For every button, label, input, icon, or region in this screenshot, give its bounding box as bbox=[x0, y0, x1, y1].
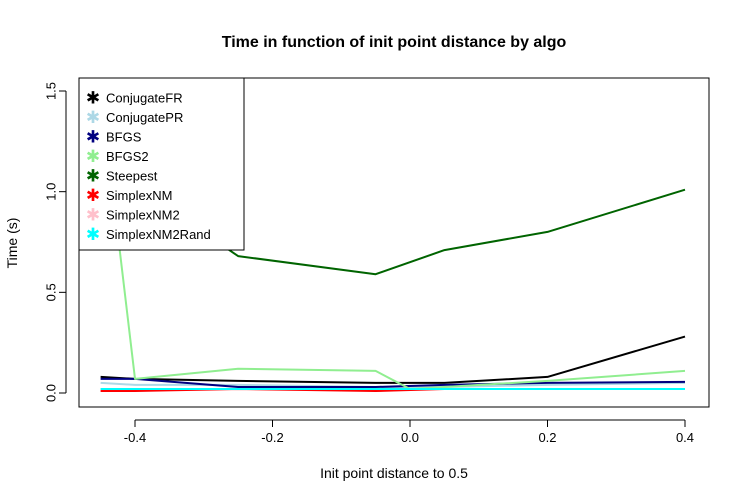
chart-title: Time in function of init point distance … bbox=[222, 34, 567, 51]
x-axis-label: Init point distance to 0.5 bbox=[320, 465, 468, 481]
legend-marker: ✱ bbox=[86, 186, 100, 205]
legend-item: ✱ SimplexNM2Rand bbox=[86, 225, 211, 244]
legend-marker: ✱ bbox=[86, 89, 100, 108]
legend-label: SimplexNM2 bbox=[106, 208, 180, 223]
legend-item: ✱ ConjugatePR bbox=[86, 108, 183, 127]
series-line-bfgs2 bbox=[99, 88, 686, 390]
legend-marker: ✱ bbox=[86, 128, 100, 147]
legend-box bbox=[78, 77, 245, 251]
legend-label: BFGS2 bbox=[106, 149, 149, 164]
legend-marker: ✱ bbox=[86, 206, 100, 225]
legend-item: ✱ SimplexNM2 bbox=[86, 206, 180, 225]
y-tick-label: 0.5 bbox=[43, 283, 58, 301]
x-tick-label: 0.0 bbox=[401, 430, 419, 445]
y-tick-label: 1.0 bbox=[43, 183, 58, 201]
legend-item: ✱ BFGS bbox=[86, 128, 142, 147]
legend-marker: ✱ bbox=[86, 108, 100, 127]
x-tick-label: -0.2 bbox=[261, 430, 283, 445]
legend-marker: ✱ bbox=[86, 167, 100, 186]
y-tick-label: 0.0 bbox=[43, 384, 58, 402]
legend-item: ✱ Steepest bbox=[86, 167, 158, 186]
x-tick-label: -0.4 bbox=[124, 430, 146, 445]
legend-label: SimplexNM2Rand bbox=[106, 227, 211, 242]
legend-marker: ✱ bbox=[86, 147, 100, 166]
legend-item: ✱ SimplexNM bbox=[86, 186, 173, 205]
y-tick-label: 1.5 bbox=[43, 82, 58, 100]
legend-marker: ✱ bbox=[86, 225, 100, 244]
legend-label: SimplexNM bbox=[106, 188, 172, 203]
legend-label: ConjugatePR bbox=[106, 110, 183, 125]
legend-item: ✱ ConjugateFR bbox=[86, 89, 183, 108]
y-axis-label: Time (s) bbox=[4, 218, 20, 269]
axes: -0.4 -0.2 0.0 0.2 0.4 0.0 0.5 1.0 1.5 bbox=[43, 82, 694, 445]
x-tick-label: 0.4 bbox=[676, 430, 694, 445]
x-tick-label: 0.2 bbox=[538, 430, 556, 445]
legend-label: ConjugateFR bbox=[106, 91, 183, 106]
legend-label: Steepest bbox=[106, 169, 158, 184]
legend-label: BFGS bbox=[106, 130, 142, 145]
legend-item: ✱ BFGS2 bbox=[86, 147, 149, 166]
legend: ✱ ConjugateFR ✱ ConjugatePR ✱ BFGS ✱ BFGS2 ✱ Stee… bbox=[78, 77, 245, 251]
